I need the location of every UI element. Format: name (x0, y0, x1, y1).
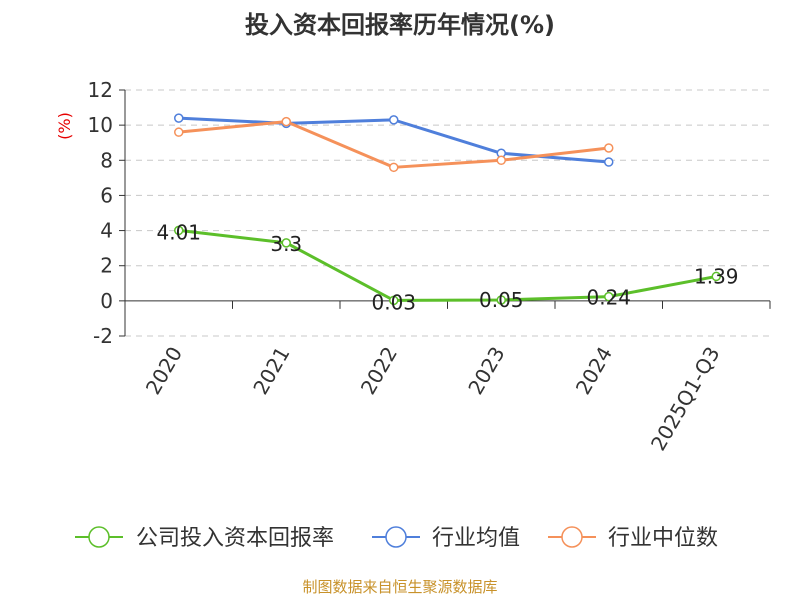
data-point (174, 113, 184, 123)
data-label: 4.01 (156, 220, 201, 244)
legend-marker (385, 526, 407, 548)
x-tick-label: 2024 (571, 343, 617, 399)
data-point (389, 295, 399, 306)
data-point (604, 157, 614, 167)
data-point (174, 225, 184, 236)
legend-label: 行业均值 (432, 526, 520, 551)
x-tick-label: 2025Q1-Q3 (646, 343, 725, 455)
y-tick-label: 12 (88, 78, 113, 102)
source-note: 制图数据来自恒生聚源数据库 (302, 578, 497, 596)
legend-label: 公司投入资本回报率 (136, 526, 334, 551)
legend-label: 行业中位数 (608, 526, 718, 551)
series-lines (174, 113, 721, 306)
y-tick-label: 0 (100, 289, 113, 313)
series-line-0 (178, 228, 717, 302)
axes: -2 0 2 4 6 8 10 12 (%) 2020 2021 2022 2023 2024 2025Q1… (55, 78, 771, 455)
chart-title: 投入资本回报率历年情况(%) (245, 11, 555, 39)
data-point (281, 238, 291, 248)
legend: 公司投入资本回报率 行业均值 行业中位数 (75, 526, 718, 551)
y-tick-label: 10 (88, 113, 113, 137)
data-point (496, 155, 506, 166)
data-point (604, 143, 614, 153)
data-label: 0.05 (479, 288, 524, 312)
legend-marker (88, 526, 110, 548)
data-point (389, 115, 399, 125)
data-point (711, 271, 721, 282)
legend-marker (561, 526, 583, 548)
y-tick-label: -2 (93, 324, 113, 348)
data-point (174, 127, 184, 137)
data-labels: 4.01 3.3 0.03 0.05 0.24 1.39 (156, 220, 738, 314)
y-tick-label: 4 (100, 219, 113, 243)
data-label: 0.03 (371, 290, 416, 314)
data-label: 0.24 (586, 286, 631, 310)
y-tick-label: 6 (100, 183, 113, 207)
data-point (496, 295, 506, 305)
data-label: 3.3 (270, 232, 302, 256)
x-tick-label: 2023 (463, 343, 509, 399)
x-tick-label: 2020 (141, 343, 187, 399)
y-unit-label: (%) (55, 112, 74, 140)
data-point (604, 291, 614, 302)
y-tick-label: 2 (100, 254, 113, 278)
grid-lines (125, 89, 770, 337)
y-tick-label: 8 (100, 148, 113, 172)
data-point (389, 162, 399, 173)
data-label: 1.39 (694, 264, 739, 288)
x-tick-label: 2021 (248, 343, 294, 399)
data-point (281, 116, 291, 127)
x-tick-label: 2022 (356, 343, 402, 399)
